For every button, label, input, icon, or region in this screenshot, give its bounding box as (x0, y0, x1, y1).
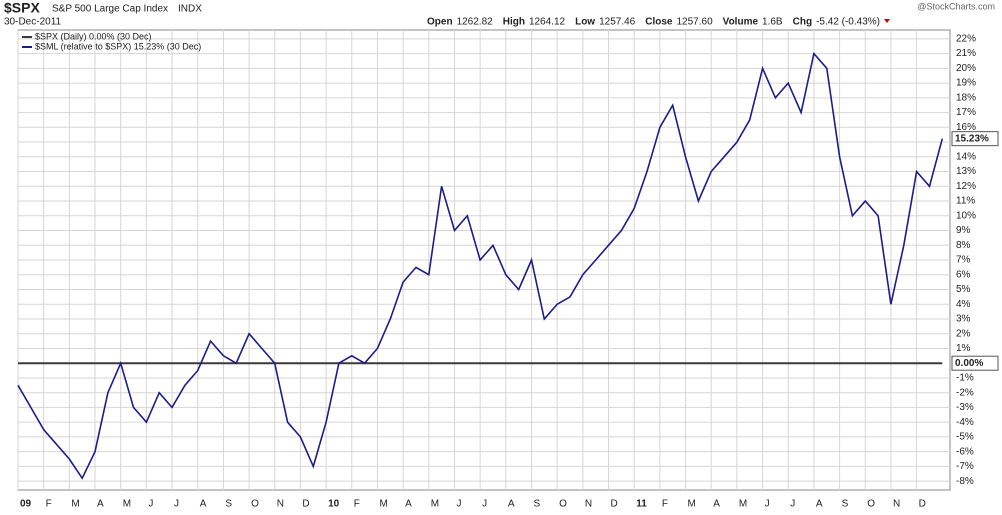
y-tick-label: 5% (956, 284, 971, 295)
x-tick-label: M (688, 499, 696, 510)
legend-entry: $SML (relative to $SPX) 15.23% (30 Dec) (35, 41, 201, 51)
y-tick-label: -3% (956, 402, 974, 413)
y-tick-label: 17% (956, 107, 976, 118)
quote-label: Low (575, 17, 595, 28)
y-tick-label: 10% (956, 210, 976, 221)
x-tick-label: A (200, 499, 207, 510)
x-tick-label: M (739, 499, 747, 510)
x-tick-label: F (354, 499, 360, 510)
y-tick-label: 19% (956, 78, 976, 89)
x-tick-label: D (919, 499, 926, 510)
end-tag: 15.23% (955, 133, 989, 144)
end-tag-box (951, 131, 999, 147)
y-tick-label: 20% (956, 63, 976, 74)
x-tick-label: J (765, 499, 770, 510)
quote-value: 1257.46 (599, 17, 636, 28)
quote-label: Volume (723, 17, 759, 28)
y-tick-label: 21% (956, 48, 976, 59)
y-tick-label: -7% (956, 461, 974, 472)
y-tick-label: 8% (956, 240, 971, 251)
y-tick-label: 7% (956, 255, 971, 266)
x-tick-label: N (277, 499, 284, 510)
x-tick-label: S (533, 499, 540, 510)
symbol: $SPX (4, 0, 40, 16)
x-tick-label: M (431, 499, 439, 510)
x-tick-label: F (662, 499, 668, 510)
x-tick-label: J (790, 499, 795, 510)
y-tick-label: 14% (956, 151, 976, 162)
y-tick-label: 13% (956, 166, 976, 177)
x-tick-label: J (174, 499, 179, 510)
end-tag-box (951, 355, 999, 371)
y-tick-label: 18% (956, 92, 976, 103)
x-tick-label: A (405, 499, 412, 510)
quote-label: Chg (793, 17, 812, 28)
x-tick-label: 09 (20, 499, 32, 510)
x-tick-label: O (559, 499, 567, 510)
y-tick-label: 22% (956, 33, 976, 44)
x-tick-label: A (816, 499, 823, 510)
legend-entry: $SPX (Daily) 0.00% (30 Dec) (35, 31, 152, 41)
x-tick-label: O (251, 499, 259, 510)
quote-label: Close (645, 17, 673, 28)
x-tick-label: 10 (328, 499, 340, 510)
y-tick-label: 2% (956, 328, 971, 339)
x-tick-label: S (225, 499, 232, 510)
y-tick-label: -8% (956, 476, 974, 487)
y-tick-label: 6% (956, 269, 971, 280)
x-tick-label: N (585, 499, 592, 510)
quote-value: -5.42 (-0.43%) (816, 17, 880, 28)
x-tick-label: D (302, 499, 309, 510)
y-tick-label: -2% (956, 387, 974, 398)
end-tag: 0.00% (955, 358, 983, 369)
index-name: S&P 500 Large Cap Index (52, 4, 168, 15)
x-tick-label: F (46, 499, 52, 510)
quote-label: Open (427, 17, 453, 28)
x-tick-label: S (842, 499, 849, 510)
exchange: INDX (178, 4, 202, 15)
x-tick-label: D (611, 499, 618, 510)
x-tick-label: N (893, 499, 900, 510)
x-tick-label: A (97, 499, 104, 510)
x-tick-label: J (482, 499, 487, 510)
y-tick-label: -4% (956, 417, 974, 428)
quote-value: 1.6B (762, 17, 783, 28)
x-tick-label: A (713, 499, 720, 510)
y-tick-label: -6% (956, 446, 974, 457)
y-tick-label: -5% (956, 432, 974, 443)
date: 30-Dec-2011 (4, 17, 62, 28)
y-tick-label: 1% (956, 343, 971, 354)
down-arrow (883, 19, 890, 23)
y-tick-label: 11% (956, 196, 975, 207)
quote-value: 1262.82 (457, 17, 494, 28)
y-tick-label: 16% (956, 122, 976, 133)
x-tick-label: O (867, 499, 875, 510)
series-line (17, 51, 944, 480)
quote-value: 1264.12 (529, 17, 566, 28)
x-tick-label: 11 (636, 499, 647, 510)
x-tick-label: M (379, 499, 387, 510)
x-tick-label: J (456, 499, 461, 510)
y-tick-label: 3% (956, 314, 971, 325)
quote-value: 1257.60 (676, 17, 713, 28)
y-tick-label: 12% (956, 181, 976, 192)
y-tick-label: 4% (956, 299, 971, 310)
y-tick-label: 9% (956, 225, 971, 236)
x-tick-label: M (123, 499, 131, 510)
y-tick-label: -1% (956, 373, 974, 384)
credit: @StockCharts.com (917, 1, 995, 11)
x-tick-label: M (71, 499, 79, 510)
x-tick-label: A (508, 499, 515, 510)
x-tick-label: J (148, 499, 153, 510)
quote-label: High (503, 17, 525, 28)
